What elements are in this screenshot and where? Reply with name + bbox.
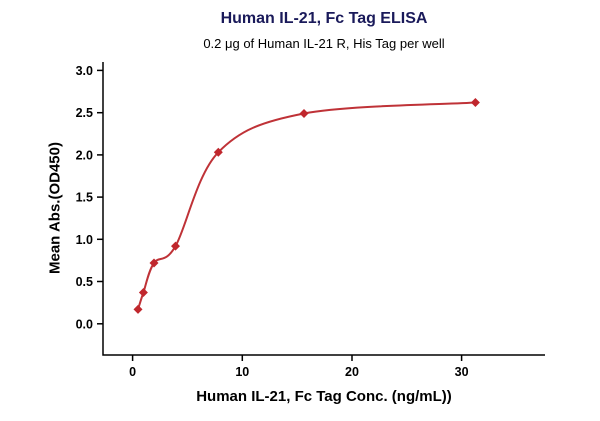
data-point-marker — [138, 288, 148, 297]
chart-title: Human IL-21, Fc Tag ELISA — [220, 10, 428, 27]
y-tick-label: 2.0 — [76, 148, 93, 162]
x-tick-label: 20 — [345, 365, 359, 379]
axis-lines — [102, 62, 545, 356]
y-tick-label: 1.5 — [76, 191, 93, 205]
chart-subtitle: 0.2 μg of Human IL-21 R, His Tag per wel… — [203, 36, 445, 51]
y-tick-label: 0.5 — [76, 275, 93, 289]
data-point-marker — [171, 241, 180, 251]
x-tick-label: 10 — [235, 365, 249, 379]
y-tick-label: 0.0 — [76, 317, 93, 331]
y-tick-label: 1.0 — [76, 233, 93, 247]
data-point-marker — [213, 147, 223, 157]
y-tick-label: 3.0 — [76, 64, 93, 78]
data-point-marker — [470, 98, 480, 107]
x-tick-label: 0 — [129, 365, 136, 379]
y-tick-label: 2.5 — [76, 106, 93, 120]
fit-curve — [137, 101, 476, 310]
x-axis-label: Human IL-21, Fc Tag Conc. (ng/mL)) — [196, 388, 452, 405]
data-point-marker — [133, 304, 143, 314]
data-point-marker — [299, 109, 309, 118]
x-tick-label: 30 — [455, 365, 469, 379]
data-point-marker — [149, 258, 159, 268]
